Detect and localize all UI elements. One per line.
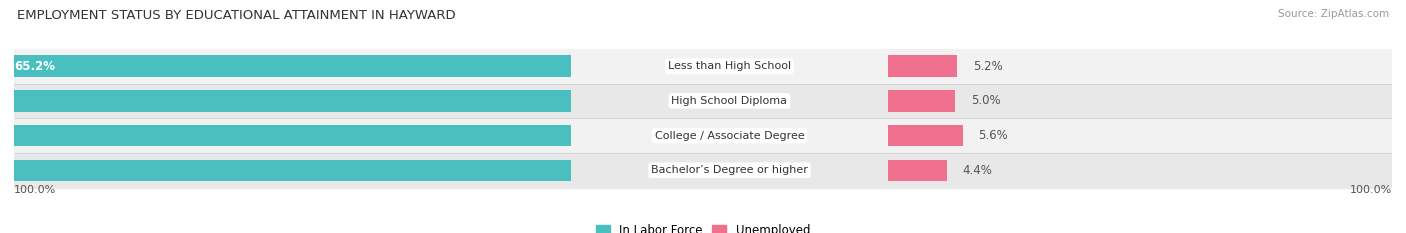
Bar — [889, 55, 957, 77]
Bar — [0, 125, 571, 146]
Text: 5.2%: 5.2% — [973, 60, 1002, 73]
Text: 5.0%: 5.0% — [970, 94, 1000, 107]
Text: High School Diploma: High School Diploma — [672, 96, 787, 106]
Legend: In Labor Force, Unemployed: In Labor Force, Unemployed — [591, 219, 815, 233]
Text: Source: ZipAtlas.com: Source: ZipAtlas.com — [1278, 9, 1389, 19]
Text: Less than High School: Less than High School — [668, 61, 792, 71]
Bar — [0, 55, 571, 77]
Bar — [14, 84, 1392, 118]
Text: EMPLOYMENT STATUS BY EDUCATIONAL ATTAINMENT IN HAYWARD: EMPLOYMENT STATUS BY EDUCATIONAL ATTAINM… — [17, 9, 456, 22]
Bar — [889, 125, 963, 146]
Bar — [14, 153, 1392, 188]
Bar — [889, 160, 946, 181]
Bar — [0, 90, 571, 112]
Text: 65.2%: 65.2% — [14, 60, 55, 73]
Text: 5.6%: 5.6% — [979, 129, 1008, 142]
Text: Bachelor’s Degree or higher: Bachelor’s Degree or higher — [651, 165, 808, 175]
Bar — [0, 160, 571, 181]
Text: College / Associate Degree: College / Associate Degree — [655, 130, 804, 140]
Text: 4.4%: 4.4% — [963, 164, 993, 177]
Bar — [889, 90, 955, 112]
Text: 100.0%: 100.0% — [1350, 185, 1392, 195]
Text: 100.0%: 100.0% — [14, 185, 56, 195]
Bar — [14, 49, 1392, 84]
Bar — [14, 118, 1392, 153]
